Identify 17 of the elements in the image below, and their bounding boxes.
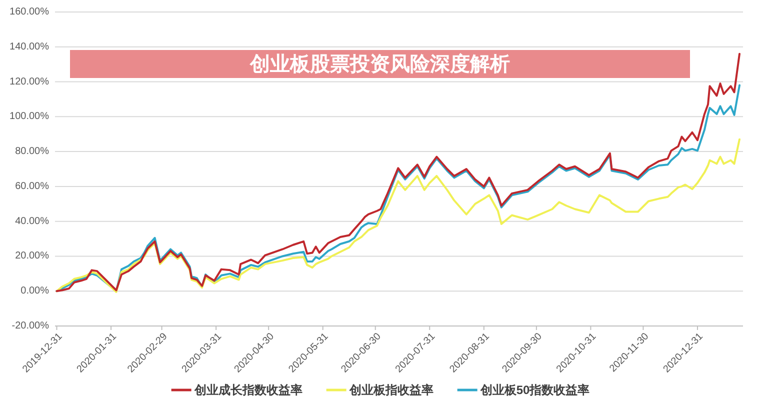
title: 创业板股票投资风险深度解析 [70,50,690,78]
legend-label: 创业板50指数收益率 [479,383,590,397]
y-tick-label: 160.00% [10,6,50,18]
y-tick-label: 140.00% [10,41,50,52]
y-tick-label: 100.00% [10,111,50,122]
legend-item: 创业成长指数收益率 [171,383,302,397]
legend-label: 创业成长指数收益率 [193,383,302,397]
y-tick-label: 20.00% [15,250,50,262]
y-tick-label: 120.00% [10,76,50,88]
legend-label: 创业板指收益率 [348,383,434,397]
y-tick-label: -20.00% [12,320,50,332]
legend-item: 创业板指收益率 [326,383,434,397]
legend-item: 创业板50指数收益率 [457,383,590,397]
y-tick-label: 80.00% [15,146,50,158]
y-tick-label: 60.00% [15,180,50,192]
y-tick-label: 0.00% [20,286,50,297]
y-tick-label: 40.00% [15,216,50,227]
